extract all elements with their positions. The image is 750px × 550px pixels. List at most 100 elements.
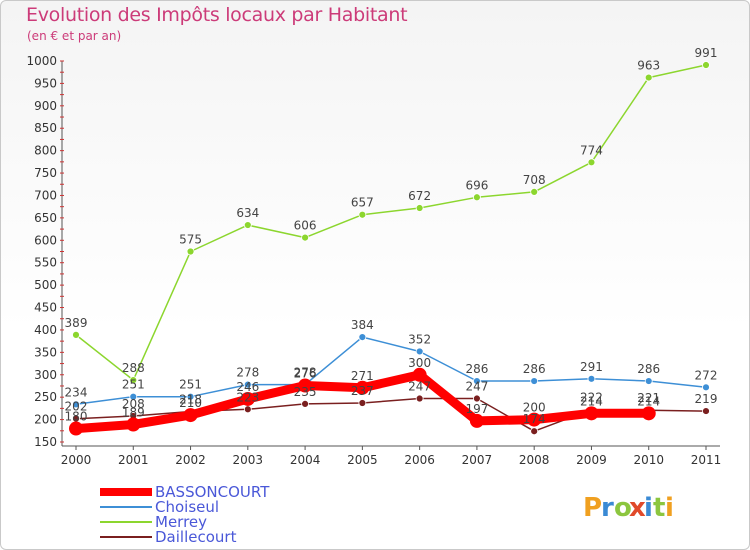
data-point: [530, 377, 539, 385]
data-label: 291: [580, 360, 603, 374]
data-label: 251: [179, 378, 202, 392]
data-point: [587, 374, 596, 383]
data-label: 221: [637, 391, 660, 405]
data-point: [301, 399, 309, 408]
data-label: 634: [236, 206, 259, 220]
data-point: [72, 330, 80, 339]
data-point: [243, 405, 252, 414]
data-label: 174: [523, 412, 546, 426]
x-tick-label: 2003: [233, 453, 264, 467]
data-point: [415, 204, 424, 212]
data-label: 271: [351, 369, 374, 383]
data-point: [301, 233, 309, 242]
legend-label-merrey: Merrey: [155, 513, 207, 531]
legend-label-choiseul: Choiseul: [155, 498, 219, 516]
y-tick-label: 400: [34, 323, 57, 337]
data-point: [473, 193, 481, 202]
x-tick-label: 2007: [462, 453, 493, 467]
logo-letter: t: [653, 493, 665, 523]
data-label: 223: [236, 390, 259, 404]
series-points: [69, 61, 710, 436]
data-point: [473, 394, 481, 403]
data-point: [412, 367, 427, 382]
y-tick-label: 800: [34, 144, 57, 158]
data-point: [415, 347, 424, 356]
logo-letter: P: [583, 493, 602, 523]
data-label: 237: [351, 384, 374, 398]
data-point: [243, 221, 252, 229]
data-point: [641, 406, 656, 421]
data-label: 708: [523, 173, 546, 187]
data-label: 222: [580, 391, 603, 405]
data-label: 657: [351, 196, 374, 210]
y-tick-label: 750: [34, 166, 57, 180]
data-label: 214: [637, 394, 660, 408]
data-label: 235: [294, 385, 317, 399]
x-tick-label: 2004: [290, 453, 321, 467]
data-label: 214: [580, 394, 603, 408]
data-label: 202: [65, 400, 88, 414]
x-tick-label: 2011: [691, 453, 722, 467]
series-line-merrey: [75, 64, 707, 381]
data-point: [358, 210, 367, 219]
data-label: 300: [408, 356, 431, 370]
x-tick-label: 2000: [61, 453, 92, 467]
data-label: 606: [294, 219, 317, 233]
legend-label-daillecourt: Daillecourt: [155, 528, 237, 546]
chart-subtitle: (en € et par an): [27, 29, 122, 43]
data-point: [240, 391, 255, 406]
x-tick-label: 2010: [633, 453, 664, 467]
data-label: 189: [122, 406, 145, 420]
data-label: 218: [179, 393, 202, 407]
data-point: [72, 400, 80, 409]
chart-title: Evolution des Impôts locaux par Habitant: [26, 4, 408, 26]
data-point: [530, 427, 539, 436]
data-point: [298, 378, 313, 393]
data-point: [186, 392, 195, 401]
data-point: [358, 399, 367, 407]
data-point: [415, 394, 424, 403]
data-point: [183, 408, 198, 423]
data-label: 991: [695, 46, 718, 60]
y-tick-label: 300: [34, 368, 57, 382]
data-label: 696: [465, 178, 488, 192]
data-label: 288: [122, 361, 145, 375]
y-tick-label: 450: [34, 301, 57, 315]
data-point: [69, 421, 83, 436]
x-tick-label: 2002: [175, 453, 206, 467]
data-point: [702, 61, 710, 69]
data-label: 276: [294, 367, 317, 381]
data-label: 389: [65, 316, 88, 330]
y-tick-label: 650: [34, 211, 57, 225]
data-label: 278: [236, 366, 259, 380]
data-label: 575: [179, 233, 202, 247]
data-label: 672: [408, 189, 431, 203]
y-tick-label: 1000: [26, 54, 57, 68]
x-tick-label: 2009: [576, 453, 607, 467]
legend-label-bassoncourt: BASSONCOURT: [155, 483, 270, 501]
data-label: 352: [408, 332, 431, 346]
data-point: [644, 73, 653, 82]
data-label: 208: [122, 397, 145, 411]
x-tick-label: 2006: [404, 453, 435, 467]
logo-letter: i: [665, 493, 674, 523]
data-point: [473, 377, 481, 385]
data-label: 384: [351, 318, 374, 332]
data-label: 234: [65, 385, 88, 399]
x-tick-label: 2008: [519, 453, 550, 467]
proxiti-logo: Pr oxi t i: [583, 493, 674, 523]
data-point: [129, 376, 138, 385]
series-line-choiseul: [75, 336, 707, 406]
data-label: 774: [580, 143, 603, 157]
logo-letter: x: [629, 493, 646, 523]
logo-letter: r: [601, 493, 614, 523]
y-tick-label: 250: [34, 390, 57, 404]
data-point: [358, 333, 367, 342]
data-point: [126, 417, 141, 432]
y-tick-label: 150: [34, 435, 57, 449]
data-label: 272: [695, 368, 718, 382]
y-tick-label: 550: [34, 256, 57, 270]
